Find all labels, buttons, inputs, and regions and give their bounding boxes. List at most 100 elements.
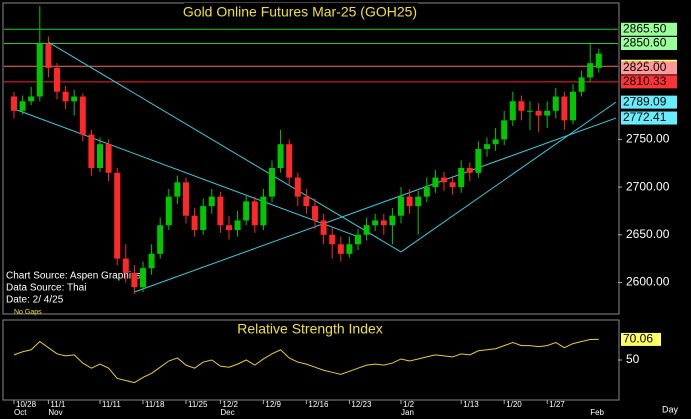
candle-body (595, 53, 602, 68)
y-tick-label: 2700.00 (626, 179, 670, 193)
level-label: 2810.33 (623, 74, 667, 88)
candle-body (578, 77, 585, 92)
candle-body (587, 63, 594, 78)
y-tick-label: 2750.00 (626, 132, 670, 146)
period-label: Day (662, 404, 679, 414)
candle-body (157, 225, 164, 254)
candle-body (415, 196, 422, 207)
trendline (400, 101, 617, 253)
candle-body (183, 182, 189, 216)
candle-body (509, 101, 516, 121)
candle-body (423, 187, 430, 197)
candle-body (329, 234, 336, 245)
gap-note: No Gaps (14, 309, 42, 316)
candle-body (88, 134, 95, 169)
candle-body (535, 110, 542, 116)
candle-body (191, 215, 198, 230)
level-label: 2789.09 (623, 94, 667, 108)
month-label: Feb (590, 408, 604, 417)
candle-body (208, 196, 215, 207)
candle-body (466, 168, 473, 173)
candle-body (79, 96, 86, 135)
x-tick-label: 12/9 (265, 400, 281, 409)
candle-body (234, 220, 241, 230)
candle-body (398, 196, 404, 216)
x-tick-label: 1/2 (403, 400, 415, 409)
candle-body (492, 139, 499, 145)
chart-title: Gold Online Futures Mar-25 (GOH25) (183, 4, 417, 20)
month-label: Jan (401, 408, 414, 417)
x-tick-label: 10/28 (16, 400, 37, 409)
candle-body (148, 253, 155, 269)
candle-body (372, 220, 379, 226)
x-tick-label: 11/18 (145, 400, 165, 409)
candle-body (518, 101, 525, 111)
candle-body (243, 201, 250, 221)
month-label: Nov (48, 408, 62, 417)
candle-body (363, 225, 370, 235)
candle-body (484, 144, 490, 149)
month-label: Dec (220, 408, 234, 417)
x-tick-label: 1/13 (463, 400, 479, 409)
candle-body (226, 225, 232, 230)
candle-body (122, 258, 129, 273)
candle-body (45, 44, 52, 68)
candle-body (449, 182, 456, 188)
candle-body (269, 168, 275, 197)
candle-body (165, 196, 172, 226)
candle-body (303, 196, 310, 207)
x-tick-label: 12/23 (351, 400, 372, 409)
trendline (13, 108, 359, 238)
candle-body (527, 110, 533, 112)
candle-body (570, 91, 576, 121)
candle-body (140, 268, 146, 288)
candle-body (71, 96, 78, 102)
candle-body (28, 96, 35, 102)
level-box (621, 95, 677, 109)
x-tick-label: 12/2 (222, 400, 238, 409)
x-tick-label: 1/27 (549, 400, 565, 409)
month-label: Oct (14, 408, 27, 417)
level-label: 2850.60 (623, 36, 667, 50)
candle-body (131, 272, 138, 288)
candle-body (114, 172, 121, 259)
candle-body (97, 144, 103, 169)
candle-body (217, 196, 224, 226)
level-box (621, 61, 677, 75)
level-box (621, 36, 677, 50)
candle-body (389, 215, 396, 226)
x-tick-label: 12/16 (308, 400, 329, 409)
level-label: 2772.41 (623, 110, 667, 124)
level-label: 2825.00 (623, 60, 667, 74)
candle-body (346, 244, 353, 254)
value-box (621, 332, 661, 346)
x-tick-label: 11/25 (188, 400, 208, 409)
candle-body (406, 196, 413, 207)
candle-body (200, 206, 207, 230)
candle-body (251, 201, 258, 226)
level-box (621, 75, 677, 89)
candle-body (337, 244, 344, 254)
x-tick-label: 11/11 (102, 400, 121, 409)
candle-body (260, 196, 267, 226)
candle-body (432, 177, 439, 188)
title-box (184, 3, 418, 25)
note: Date: 2/ 4/25 (6, 295, 64, 306)
candle-body (277, 144, 284, 169)
candle-body (475, 148, 482, 173)
candle-body (355, 234, 361, 245)
y-tick-label: 2600.00 (626, 275, 670, 289)
candle-body (36, 44, 43, 97)
candle-body (380, 220, 387, 226)
candle-body (544, 110, 551, 116)
candle-body (320, 220, 327, 235)
candle-body (312, 206, 318, 221)
x-tick-label: 1/20 (506, 400, 522, 409)
candle-body (458, 168, 465, 188)
candle-body (552, 96, 559, 111)
candle-body (561, 96, 568, 121)
note: Chart Source: Aspen Graphics (6, 271, 141, 282)
candle-body (19, 101, 26, 111)
